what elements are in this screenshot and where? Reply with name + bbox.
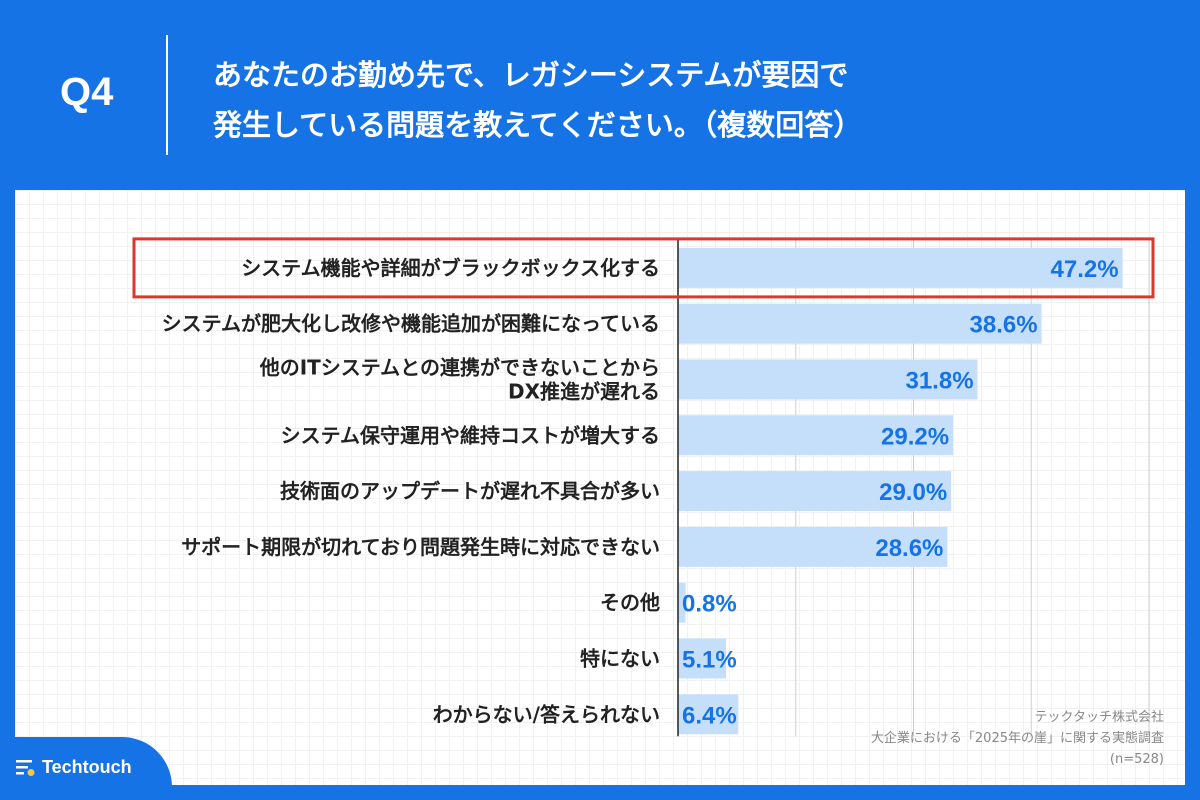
highlight-box (132, 237, 1155, 299)
logo-icon (16, 760, 36, 776)
category-label: システム機能や詳細がブラックボックス化する (241, 256, 660, 280)
question-title: あなたのお勤め先で、レガシーシステムが要因で 発生している問題を教えてください。… (213, 50, 862, 150)
source-company: テックタッチ株式会社 (1034, 710, 1164, 725)
data-label: 29.2% (881, 423, 949, 450)
bar (678, 638, 727, 679)
data-label: 38.6% (970, 312, 1038, 339)
source-credit: テックタッチ株式会社 大企業における「2025年の崖」に関する実態調査 (n=5… (871, 707, 1164, 770)
category-label: システムが肥大化し改修や機能追加が困難になっている (162, 312, 660, 336)
bar (678, 582, 686, 623)
sample-size: (n=528) (1109, 752, 1164, 767)
data-label: 31.8% (905, 368, 973, 395)
bar (678, 471, 952, 512)
bar (678, 359, 978, 400)
chart-panel (15, 190, 1185, 785)
title-line-1: あなたのお勤め先で、レガシーシステムが要因で (213, 58, 849, 92)
category-label: システム保守運用や維持コストが増大する (281, 423, 660, 447)
data-label: 47.2% (1051, 256, 1119, 283)
category-label: その他 (600, 591, 660, 615)
source-survey: 大企業における「2025年の崖」に関する実態調査 (870, 731, 1164, 746)
category-label: 特にない (580, 647, 660, 671)
bar (678, 694, 739, 735)
category-label: サポート期限が切れており問題発生時に対応できない (181, 535, 660, 559)
bar (678, 415, 954, 456)
title-line-2: 発生している問題を教えてください。（複数回答） (213, 108, 863, 142)
category-label: 技術面のアップデートが遅れ不具合が多い (280, 479, 660, 503)
category-label: DX推進が遅れる (508, 380, 660, 404)
bar (678, 247, 1123, 288)
bar (678, 526, 948, 567)
data-label: 28.6% (875, 535, 943, 562)
bar (678, 303, 1042, 344)
category-label: わからない/答えられない (433, 702, 660, 726)
header-divider (166, 35, 168, 155)
category-label: 他のITシステムとの連携ができないことから (259, 356, 660, 380)
question-number: Q4 (60, 70, 114, 114)
data-label: 6.4% (682, 702, 737, 729)
data-label: 29.0% (879, 479, 947, 506)
techtouch-logo: Techtouch (0, 737, 172, 800)
data-label: 5.1% (682, 647, 737, 674)
brand-name: Techtouch (42, 757, 132, 777)
data-label: 0.8% (682, 591, 737, 618)
